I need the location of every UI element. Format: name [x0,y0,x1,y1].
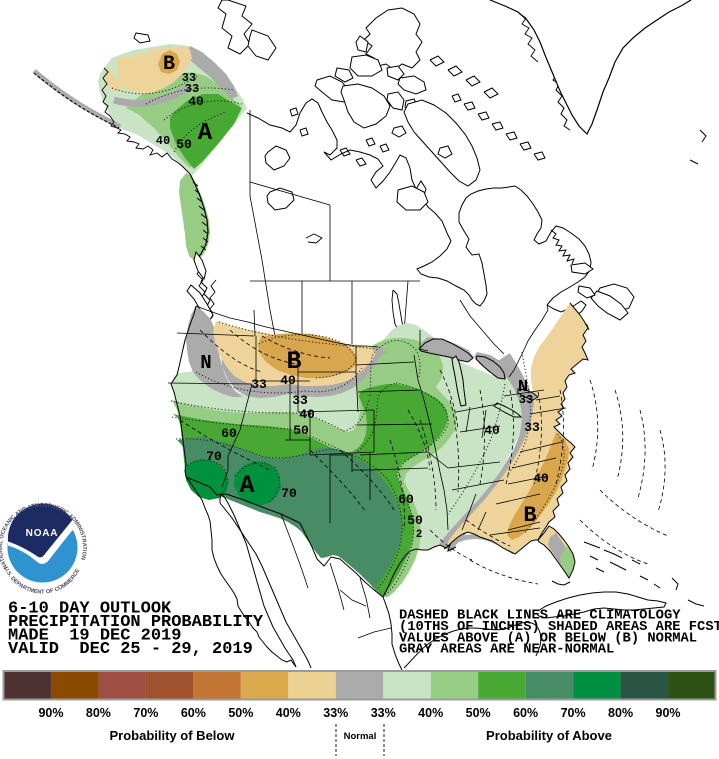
svg-text:80%: 80% [608,706,633,720]
svg-text:60%: 60% [181,706,206,720]
svg-text:33: 33 [524,420,540,435]
svg-text:N: N [518,378,528,397]
svg-text:Probability of Above: Probability of Above [486,728,612,743]
svg-text:2: 2 [416,529,423,541]
svg-text:90%: 90% [656,706,681,720]
svg-text:70%: 70% [133,706,158,720]
svg-text:33: 33 [185,82,199,96]
svg-text:6-10 DAY OUTLOOK: 6-10 DAY OUTLOOK [8,600,172,619]
svg-text:70: 70 [206,449,222,464]
svg-text:60: 60 [221,426,237,441]
svg-text:50%: 50% [466,706,491,720]
svg-text:N: N [200,352,211,374]
svg-text:90%: 90% [38,706,63,720]
svg-text:(10THS OF INCHES) SHADED AREAS: (10THS OF INCHES) SHADED AREAS ARE FCST [399,619,719,635]
svg-text:50: 50 [407,513,423,528]
svg-text:PRECIPITATION PROBABILITY: PRECIPITATION PROBABILITY [8,613,264,632]
svg-text:40: 40 [299,407,315,422]
svg-text:40: 40 [156,134,170,148]
svg-text:40: 40 [484,423,500,438]
svg-text:B: B [163,53,175,76]
svg-text:33: 33 [251,377,267,392]
svg-text:60%: 60% [513,706,538,720]
svg-text:40: 40 [188,94,204,109]
svg-text:40: 40 [280,373,296,388]
svg-text:40: 40 [533,471,549,486]
svg-text:GRAY AREAS ARE NEAR-NORMAL: GRAY AREAS ARE NEAR-NORMAL [399,643,614,658]
svg-text:50: 50 [293,423,309,438]
svg-text:33: 33 [519,393,533,407]
svg-text:33%: 33% [323,706,348,720]
svg-text:Probability of Below: Probability of Below [110,728,236,743]
svg-text:B: B [523,503,536,528]
svg-text:A: A [198,120,213,147]
svg-text:50: 50 [176,137,192,152]
svg-text:VALID DEC 25 - 29, 2019: VALID DEC 25 - 29, 2019 [8,640,253,659]
svg-text:33: 33 [182,71,196,85]
svg-text:60: 60 [398,492,414,507]
svg-text:70%: 70% [561,706,586,720]
svg-text:B: B [286,347,301,376]
svg-text:DASHED BLACK LINES ARE CLIMATO: DASHED BLACK LINES ARE CLIMATOLOGY [399,609,681,624]
svg-text:Normal: Normal [344,731,377,742]
svg-text:40%: 40% [418,706,443,720]
svg-text:50%: 50% [228,706,253,720]
svg-text:NOAA: NOAA [26,528,59,539]
svg-text:70: 70 [281,486,297,501]
svg-text:33%: 33% [371,706,396,720]
svg-text:40%: 40% [276,706,301,720]
svg-text:33: 33 [292,393,308,408]
svg-text:80%: 80% [86,706,111,720]
svg-text:A: A [239,471,254,500]
svg-text:VALUES ABOVE (A) OR BELOW (B): VALUES ABOVE (A) OR BELOW (B) NORMAL [399,630,697,646]
svg-text:MADE 19 DEC 2019: MADE 19 DEC 2019 [8,627,181,646]
